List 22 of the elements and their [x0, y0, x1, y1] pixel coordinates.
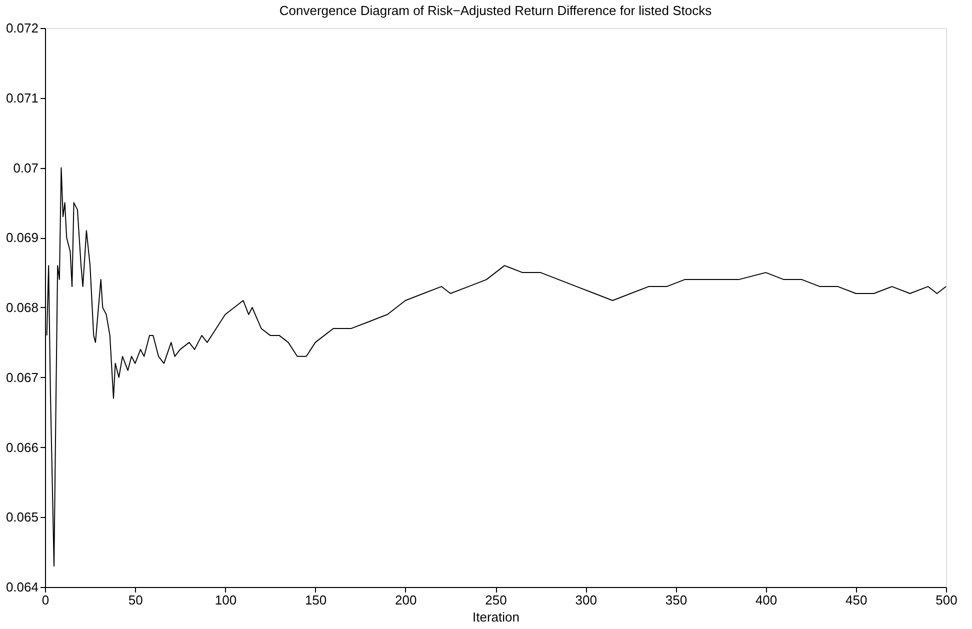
- y-tick-label: 0.069: [6, 230, 38, 246]
- y-tick-label: 0.067: [6, 370, 38, 385]
- y-tick-label: 0.066: [6, 440, 38, 455]
- y-tick-label: 0.071: [6, 90, 38, 106]
- x-tick-label: 200: [395, 592, 417, 608]
- x-tick-label: 150: [304, 592, 327, 608]
- x-tick-label: 500: [936, 592, 958, 608]
- x-tick-label: 50: [128, 592, 143, 608]
- y-tick-label: 0.072: [6, 20, 38, 36]
- chart-title: Convergence Diagram of Risk−Adjusted Return Difference for listed Stocks: [279, 3, 712, 18]
- x-tick-label: 0: [42, 592, 50, 608]
- x-tick-label: 100: [214, 592, 237, 608]
- x-tick-label: 400: [755, 592, 778, 608]
- x-tick-label: 450: [846, 592, 868, 608]
- y-tick-label: 0.064: [6, 580, 38, 594]
- x-axis-title: Iteration: [472, 610, 520, 624]
- y-tick-label: 0.07: [13, 160, 38, 176]
- x-tick-label: 350: [665, 592, 688, 608]
- y-tick-label: 0.068: [6, 300, 38, 315]
- x-tick-label: 300: [575, 592, 597, 608]
- x-tick-label: 250: [485, 592, 507, 608]
- y-tick-label: 0.065: [6, 510, 38, 525]
